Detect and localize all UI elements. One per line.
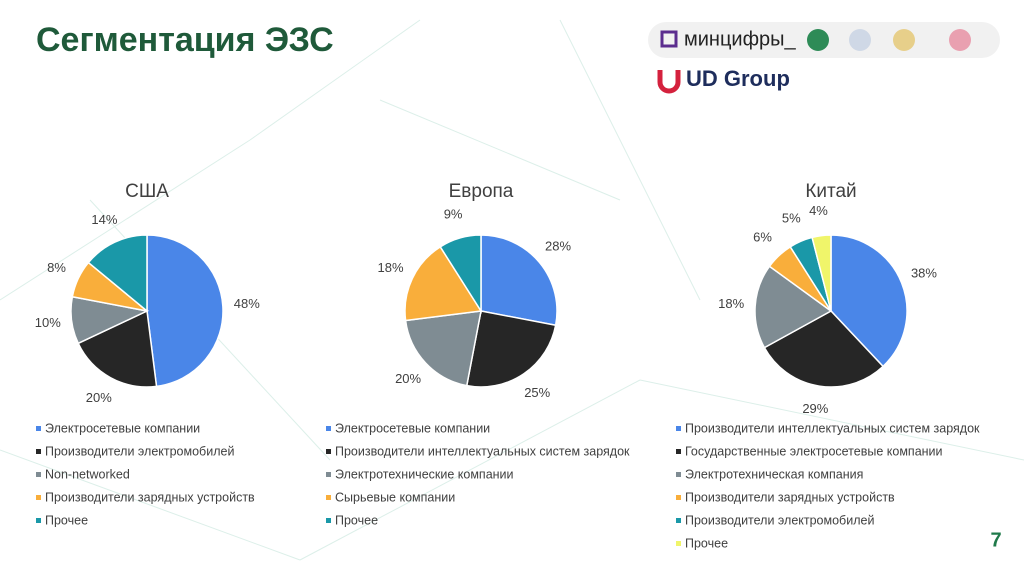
legend-swatch <box>676 449 681 454</box>
value-label: 14% <box>91 212 117 227</box>
legend-label: Прочее <box>335 513 378 527</box>
legend-swatch <box>676 426 681 431</box>
legend-label: Производители интеллектуальных систем за… <box>335 444 630 458</box>
legend-label: Сырьевые компании <box>335 490 455 504</box>
value-label: 6% <box>753 230 772 245</box>
value-label: 5% <box>782 211 801 226</box>
value-label: 20% <box>86 390 112 405</box>
legend-swatch <box>36 426 41 431</box>
pie-slice <box>439 234 482 314</box>
legend-label: Производители зарядных устройств <box>685 490 895 504</box>
legend-label: Государственные электросетевые компании <box>685 444 943 458</box>
legend-swatch <box>676 472 681 477</box>
brand-text: UD Group <box>686 66 790 91</box>
legend-swatch <box>676 495 681 500</box>
logo-icon <box>660 30 678 48</box>
legend-label: Производители электромобилей <box>685 513 874 527</box>
value-label: 48% <box>234 296 260 311</box>
pie-slice <box>480 234 558 327</box>
value-label: 25% <box>524 385 550 400</box>
pie-slice <box>77 309 158 388</box>
legend-label: Прочее <box>45 513 88 527</box>
legend-swatch <box>676 518 681 523</box>
pie-slice <box>763 310 885 388</box>
emblem <box>849 29 871 51</box>
legend-swatch <box>326 472 331 477</box>
legend-swatch <box>36 518 41 523</box>
legend-swatch <box>326 495 331 500</box>
legend-label: Электротехническая компания <box>685 467 863 481</box>
pie-slice <box>146 234 224 388</box>
value-label: 20% <box>395 371 421 386</box>
legend-label: Электротехнические компании <box>335 467 514 481</box>
page-number: 7 <box>990 529 1001 551</box>
chart-title: Китай <box>805 181 856 202</box>
value-label: 8% <box>47 260 66 275</box>
emblem <box>807 29 829 51</box>
value-label: 28% <box>545 239 571 254</box>
legend-label: Производители зарядных устройств <box>45 490 255 504</box>
legend-label: Электросетевые компании <box>45 421 200 435</box>
pie-slice <box>465 310 557 388</box>
legend-label: Прочее <box>685 536 728 550</box>
pie-slice <box>404 245 483 322</box>
value-label: 10% <box>35 315 61 330</box>
brand-icon <box>657 70 681 94</box>
emblem <box>949 29 971 51</box>
value-label: 38% <box>911 266 937 281</box>
chart-title: Европа <box>449 181 514 202</box>
value-label: 18% <box>378 260 404 275</box>
legend-swatch <box>676 541 681 546</box>
pie-slice <box>830 234 908 368</box>
value-label: 29% <box>802 401 828 416</box>
legend-label: Non-networked <box>45 467 130 481</box>
slide-title: Сегментация ЭЗС <box>36 21 334 59</box>
value-label: 9% <box>444 206 463 221</box>
logo-text: минцифры_ <box>684 28 797 50</box>
pie-slice <box>754 265 833 349</box>
legend-label: Электросетевые компании <box>335 421 490 435</box>
legend-swatch <box>36 449 41 454</box>
legend-swatch <box>36 495 41 500</box>
legend-swatch <box>326 449 331 454</box>
emblem <box>893 29 915 51</box>
legend-label: Производители электромобилей <box>45 444 234 458</box>
value-label: 4% <box>809 203 828 218</box>
legend-swatch <box>326 426 331 431</box>
legend-swatch <box>326 518 331 523</box>
legend-swatch <box>36 472 41 477</box>
pie-slice <box>87 234 148 313</box>
chart-title: США <box>125 181 169 202</box>
value-label: 18% <box>718 296 744 311</box>
pie-slice <box>811 234 832 312</box>
pie-slice <box>404 310 482 387</box>
legend-label: Производители интеллектуальных систем за… <box>685 421 980 435</box>
